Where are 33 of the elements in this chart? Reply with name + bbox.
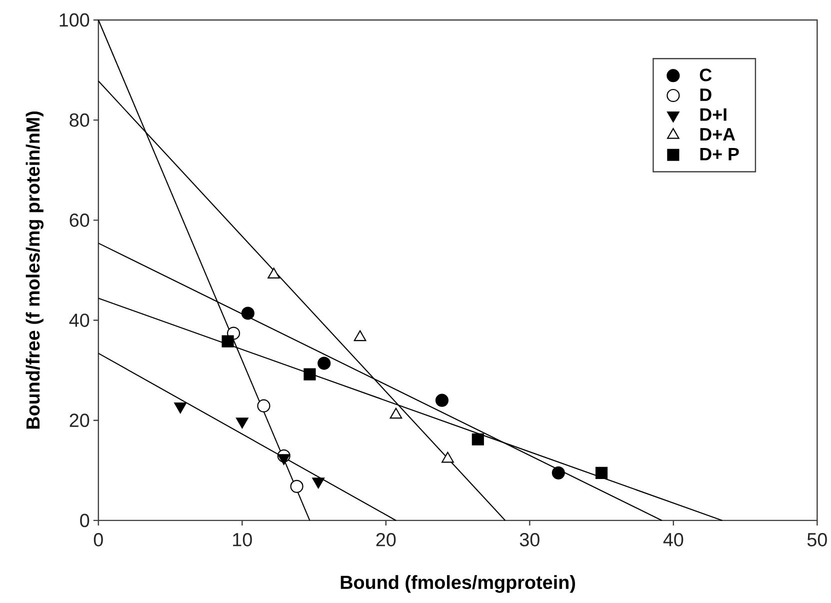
point	[318, 356, 331, 370]
point	[435, 394, 449, 407]
legend-label: D+ P	[700, 148, 739, 160]
y-axis-title: Bound/free (f moles/mg protein/nM)	[26, 111, 44, 428]
y-tick-label: 40	[69, 313, 90, 327]
point	[552, 466, 565, 480]
point	[236, 417, 248, 428]
point	[290, 480, 304, 493]
x-tick-label: 40	[663, 532, 684, 546]
y-tick-label: 100	[60, 13, 90, 26]
x-tick-label: 10	[233, 532, 252, 546]
legend-label: D	[700, 88, 712, 101]
point	[304, 368, 316, 380]
x-axis-title: Bound (fmoles/mgprotein)	[340, 574, 576, 593]
x-tick-label: 50	[807, 532, 827, 546]
x-tick-label: 20	[376, 532, 396, 546]
point	[241, 306, 254, 320]
point	[174, 402, 187, 414]
y-tick-label: 80	[70, 113, 90, 127]
legend-label: C	[700, 68, 712, 82]
legend-label: D+I	[700, 108, 726, 121]
y-tick-label: 20	[70, 413, 90, 427]
x-tick-label: 0	[94, 532, 103, 546]
point	[595, 466, 608, 479]
y-tick-label: 0	[80, 514, 90, 527]
legend-label: D+A	[700, 128, 736, 140]
point	[472, 433, 484, 446]
point	[278, 454, 290, 465]
point	[222, 335, 234, 348]
x-tick-label: 30	[520, 532, 540, 546]
point	[257, 399, 270, 412]
y-tick-label: 60	[70, 213, 90, 227]
point	[312, 477, 325, 488]
